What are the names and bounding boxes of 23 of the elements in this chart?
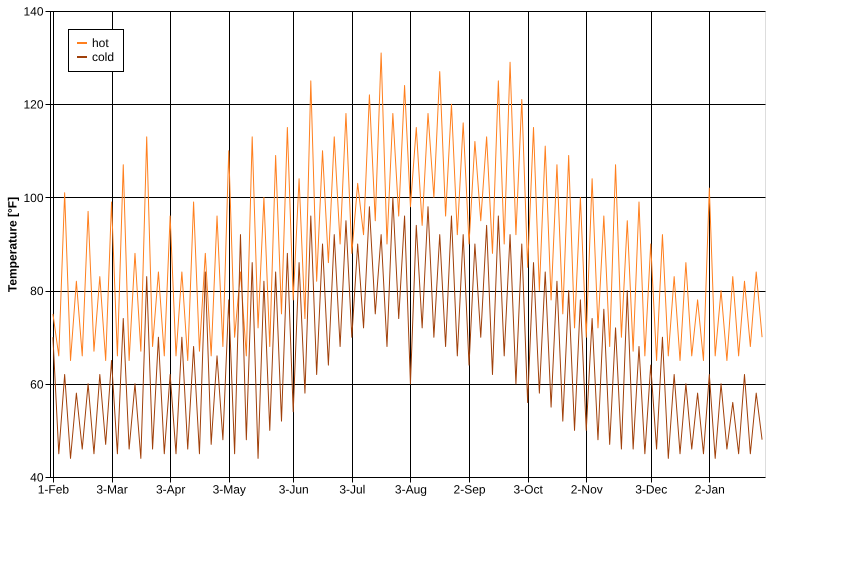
y-tick-label: 120 <box>23 98 44 112</box>
x-tick-label: 2-Nov <box>570 482 603 496</box>
legend-label: hot <box>92 36 110 50</box>
x-tick-label: 3-Oct <box>513 482 544 496</box>
x-tick-label: 3-Dec <box>635 482 668 496</box>
line-series <box>52 196 763 459</box>
x-tick-label: 3-Apr <box>156 482 186 496</box>
y-tick-label: 40 <box>30 470 44 484</box>
y-tick-label: 60 <box>30 377 44 392</box>
x-tick-label: 1-Feb <box>38 482 70 496</box>
x-tick-label: 3-Aug <box>394 482 427 496</box>
x-tick-label: 3-May <box>212 482 246 496</box>
x-tick-label: 2-Sep <box>454 482 486 496</box>
y-tick-label: 80 <box>30 284 44 298</box>
x-tick-label: 2-Jan <box>694 482 725 496</box>
x-tick-label: 3-Mar <box>96 482 128 496</box>
y-tick-label: 140 <box>23 4 44 18</box>
line-series <box>52 52 763 361</box>
y-axis-title: Temperature [°F] <box>5 196 20 292</box>
y-tick-label: 100 <box>23 190 44 205</box>
x-tick-label: 3-Jul <box>339 482 366 496</box>
legend-label: cold <box>92 50 114 64</box>
x-tick-label: 3-Jun <box>278 482 309 496</box>
